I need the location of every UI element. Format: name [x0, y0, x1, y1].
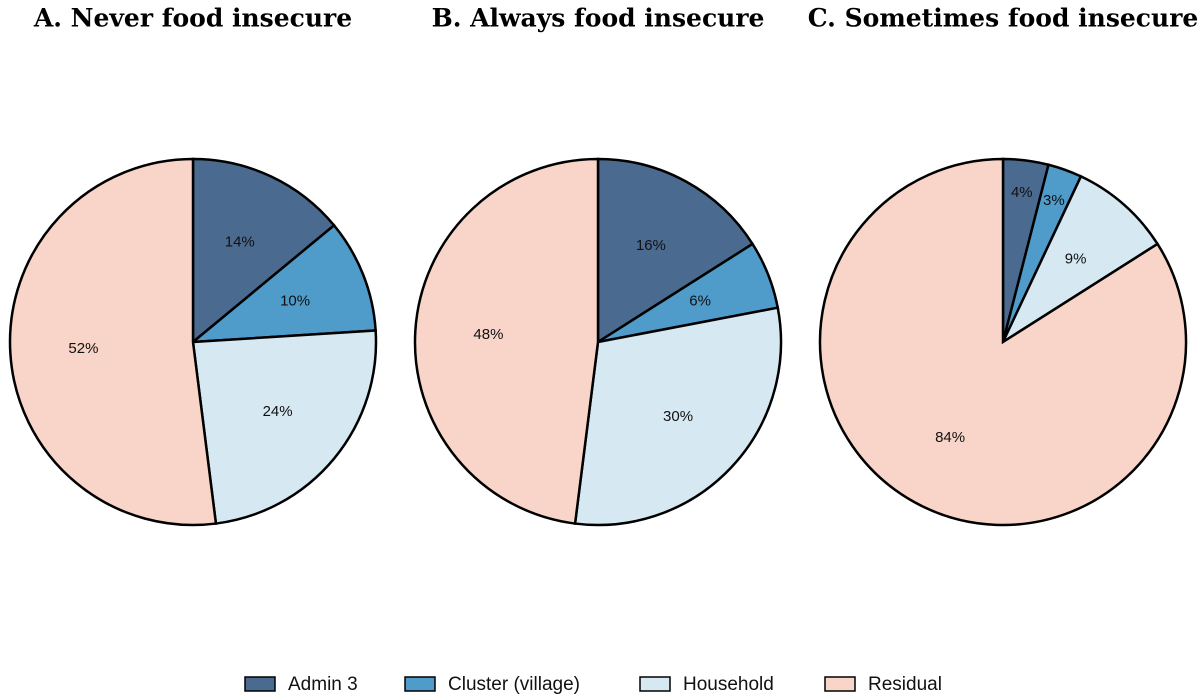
legend-swatch [404, 676, 436, 692]
pie-slice [8, 157, 218, 527]
data-label: 10% [280, 293, 310, 310]
pie-slice [596, 157, 755, 345]
chart-title: B. Always food insecure [432, 4, 765, 33]
data-label: 30% [663, 408, 693, 425]
pie-slice [413, 157, 600, 525]
legend-label: Admin 3 [288, 674, 358, 695]
legend-swatch [639, 676, 671, 692]
data-label: 3% [1043, 192, 1065, 209]
data-label: 84% [935, 429, 965, 446]
data-label: 16% [636, 237, 666, 254]
legend-label: Household [683, 674, 774, 695]
data-label: 14% [225, 234, 255, 251]
pie-slice [191, 157, 336, 345]
data-label: 24% [263, 403, 293, 420]
pie-slice [1000, 174, 1160, 346]
data-label: 48% [473, 326, 503, 343]
legend-swatch [244, 676, 276, 692]
data-label: 9% [1065, 251, 1087, 268]
legend-label: Cluster (village) [448, 674, 580, 695]
data-label: 6% [689, 293, 711, 310]
legend-label: Residual [868, 674, 942, 695]
pie-slice [189, 223, 377, 344]
pie-slice [191, 329, 378, 525]
pie-slice [573, 306, 783, 527]
chart-title: A. Never food insecure [33, 4, 352, 33]
chart-title: C. Sometimes food insecure [808, 4, 1198, 33]
data-label: 4% [1011, 184, 1033, 201]
pie-slice [818, 157, 1188, 527]
data-label: 52% [68, 340, 98, 357]
legend-swatch [824, 676, 856, 692]
